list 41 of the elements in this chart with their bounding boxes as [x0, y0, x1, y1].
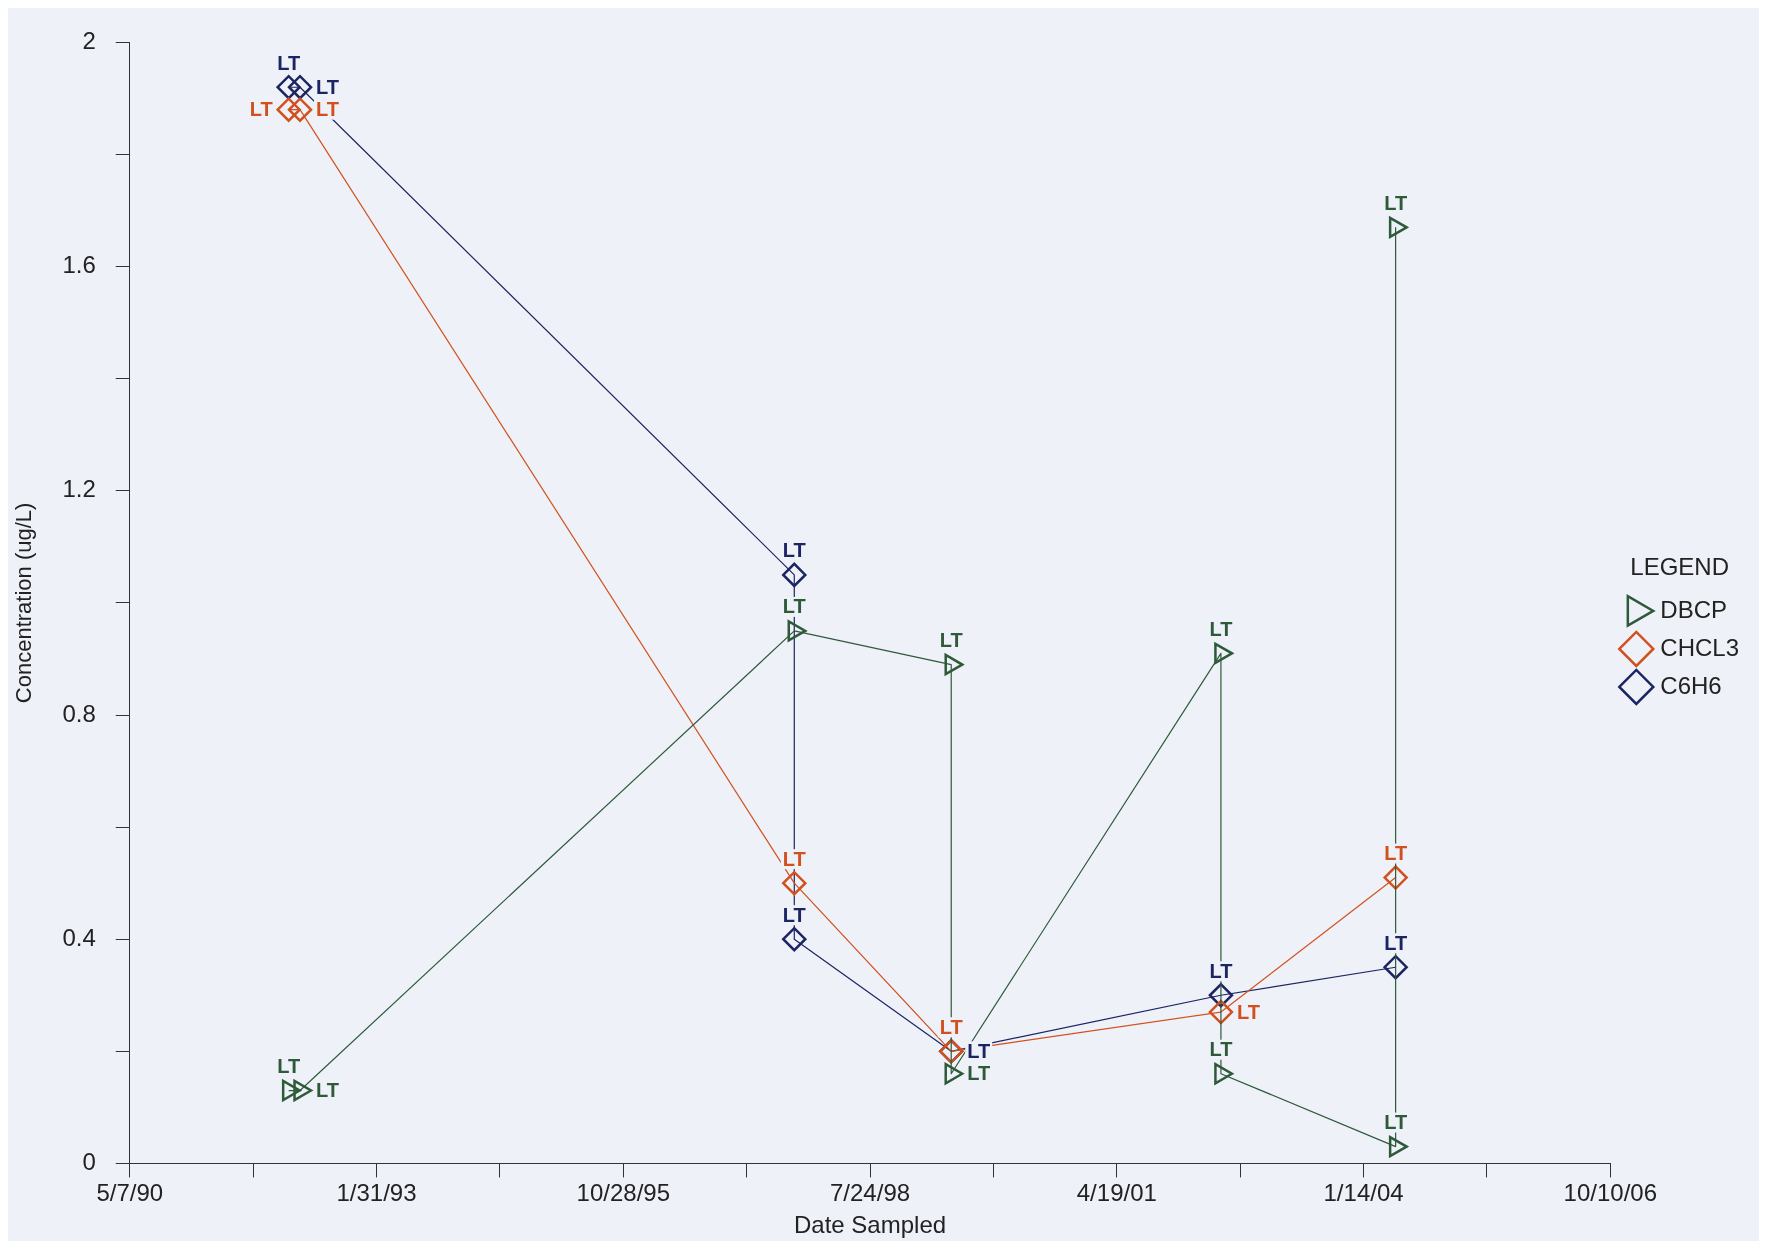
legend-label: C6H6 [1660, 671, 1722, 699]
data-label: LT [316, 1079, 339, 1102]
y-tick-label: 0.8 [62, 699, 96, 727]
x-tick-label: 10/28/95 [576, 1179, 670, 1207]
x-tick-label: 1/31/93 [336, 1179, 417, 1207]
data-label: LT [1384, 931, 1408, 954]
data-label: LT [1384, 842, 1408, 865]
x-tick-label: 5/7/90 [96, 1179, 164, 1207]
data-label: LT [1236, 1000, 1260, 1023]
x-axis-title: Date Sampled [793, 1211, 947, 1239]
x-tick-label: 7/24/98 [830, 1179, 911, 1207]
data-label: LT [316, 75, 339, 98]
data-label: LT [782, 595, 806, 618]
legend-label: CHCL3 [1660, 633, 1740, 661]
data-label: LT [782, 847, 806, 870]
y-tick-label: 2 [82, 27, 96, 55]
data-label: LT [1209, 617, 1233, 640]
data-label: LT [1384, 1111, 1408, 1134]
legend-label: DBCP [1660, 595, 1727, 623]
data-label: LT [967, 1039, 991, 1062]
data-label: LT [249, 98, 273, 121]
y-tick-label: 1.6 [62, 251, 96, 279]
y-tick-label: 0 [82, 1148, 96, 1176]
x-tick-label: 4/19/01 [1076, 1179, 1157, 1207]
data-label: LT [1209, 1038, 1233, 1061]
data-label: LT [939, 629, 963, 652]
data-label: LT [277, 51, 301, 74]
data-label: LT [277, 1055, 301, 1078]
y-tick-label: 1.2 [62, 475, 96, 503]
legend-title: LEGEND [1630, 552, 1730, 580]
y-tick-label: 0.4 [62, 923, 96, 951]
data-label: LT [316, 98, 339, 121]
x-tick-label: 10/10/06 [1563, 1179, 1658, 1207]
data-label: LT [1209, 959, 1233, 982]
data-label: LT [967, 1062, 991, 1085]
data-label: LT [782, 539, 806, 562]
y-axis-title: Concentration (ug/L) [11, 502, 37, 704]
data-label: LT [1384, 191, 1408, 214]
data-label: LT [782, 903, 806, 926]
x-tick-label: 1/14/04 [1323, 1179, 1404, 1207]
data-label: LT [939, 1015, 963, 1038]
